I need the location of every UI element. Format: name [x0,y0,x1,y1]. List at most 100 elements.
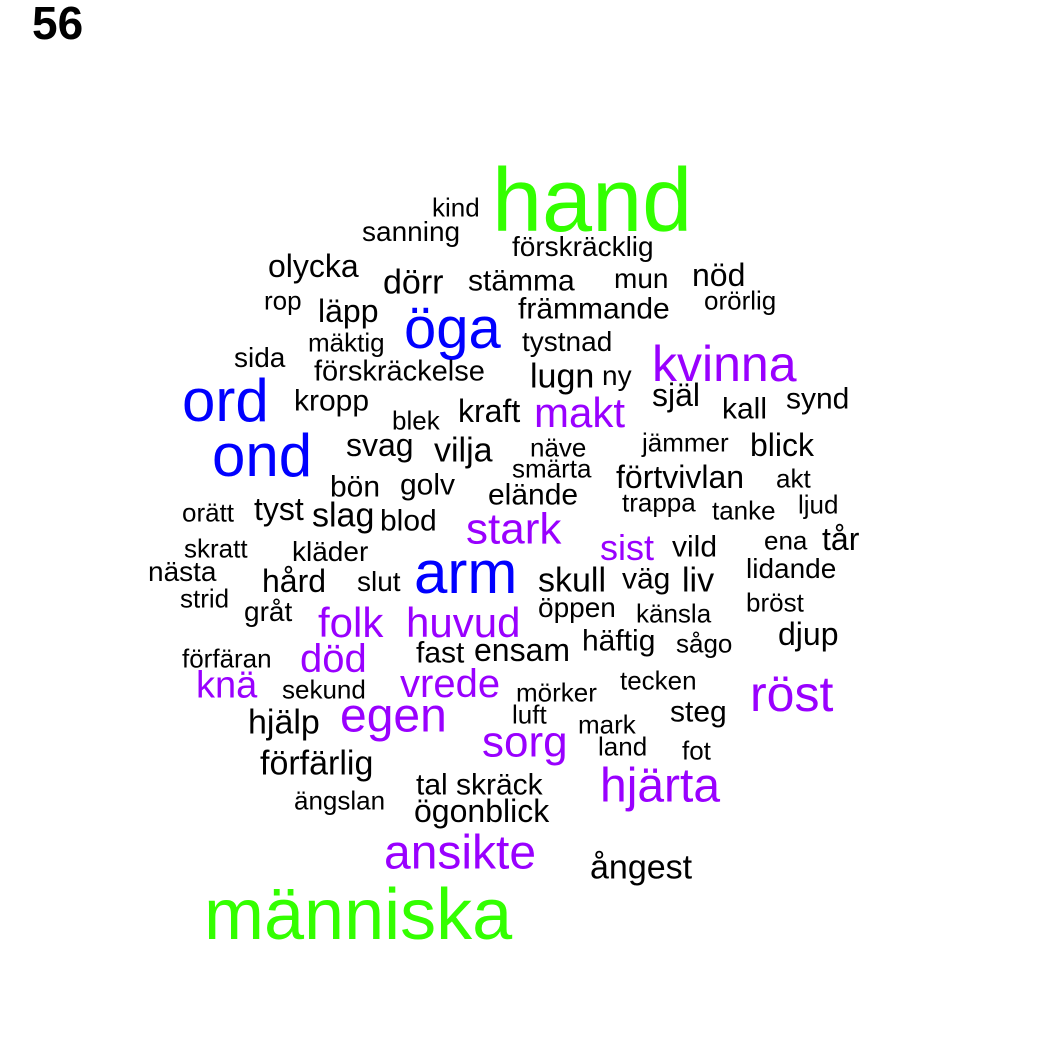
word-rop: rop [264,285,302,316]
word-jämmer: jämmer [642,427,729,458]
word-häftig: häftig [582,624,656,658]
word-fot: fot [682,735,711,766]
word-kall: kall [722,392,768,426]
word-bön: bön [330,470,381,504]
word-ord: ord [182,367,269,435]
word-ensam: ensam [474,632,571,669]
word-steg: steg [670,695,727,729]
word-förfärlig: förfärlig [260,744,374,783]
word-lugn: lugn [530,357,595,396]
word-blick: blick [750,427,815,464]
word-tår: tår [822,521,860,558]
word-svag: svag [346,427,414,464]
word-liv: liv [682,561,715,600]
word-land: land [598,731,648,762]
word-tystnad: tystnad [522,326,613,358]
word-kropp: kropp [294,384,370,418]
word-kläder: kläder [292,536,369,568]
word-förfäran: förfäran [182,643,272,674]
word-kraft: kraft [458,393,521,430]
word-tecken: tecken [620,665,697,696]
word-mäktig: mäktig [308,327,385,358]
word-hjälp: hjälp [248,703,320,742]
word-stämma: stämma [468,264,575,298]
word-vild: vild [672,530,718,564]
word-orätt: orätt [182,497,235,528]
word-främmande: främmande [518,292,670,326]
word-läpp: läpp [318,293,379,330]
word-kvinna: kvinna [652,336,797,392]
word-stark: stark [466,504,562,554]
word-golv: golv [400,468,456,502]
word-huvud: huvud [406,599,521,647]
word-strid: strid [180,583,230,614]
word-mörker: mörker [516,677,597,708]
word-ny: ny [602,360,632,392]
word-förskräcklig: förskräcklig [512,231,654,263]
word-mun: mun [614,263,669,295]
word-smärta: smärta [512,453,592,484]
word-känsla: känsla [636,598,712,629]
word-makt: makt [534,389,626,437]
word-hjärta: hjärta [600,759,721,813]
word-egen: egen [340,689,447,743]
word-sorg: sorg [482,717,568,767]
word-död: död [300,636,367,681]
word-orörlig: orörlig [704,285,777,316]
word-röst: röst [750,666,834,722]
word-blod: blod [380,504,437,538]
word-tal: tal [416,768,448,802]
word-skratt: skratt [184,533,248,564]
word-sågo: sågo [676,628,733,659]
word-djup: djup [778,616,839,653]
word-luft: luft [512,699,547,730]
word-vilja: vilja [434,431,493,470]
word-ena: ena [764,525,808,556]
word-tanke: tanke [712,495,776,526]
word-människa: människa [204,874,513,955]
word-akt: akt [776,463,811,494]
word-trappa: trappa [622,487,696,518]
word-öga: öga [404,295,501,361]
word-ond: ond [212,422,313,490]
word-hård: hård [262,563,327,600]
word-dörr: dörr [383,263,444,302]
word-lidande: lidande [746,553,837,585]
word-arm: arm [414,539,518,607]
word-nöd: nöd [692,257,746,294]
word-blek: blek [392,405,440,436]
word-knä: knä [196,664,258,707]
word-förtvivlan: förtvivlan [616,459,745,496]
word-tyst: tyst [254,491,304,528]
word-ljud: ljud [798,489,839,520]
word-vrede: vrede [400,661,501,706]
word-förskräckelse: förskräckelse [314,355,485,388]
word-näve: näve [530,432,587,463]
word-ångest: ångest [590,848,693,887]
word-ansikte: ansikte [384,826,537,880]
word-slag: slag [312,496,375,535]
word-fast: fast [416,636,465,670]
word-öppen: öppen [538,592,616,624]
word-själ: själ [652,377,701,414]
word-sekund: sekund [282,674,366,705]
page-number: 56 [32,0,84,49]
word-sida: sida [234,342,286,374]
word-slut: slut [357,566,401,598]
word-väg: väg [622,562,671,596]
word-gråt: gråt [244,596,293,628]
word-ängslan: ängslan [294,785,386,816]
word-bröst: bröst [746,587,804,618]
word-sist: sist [600,526,654,568]
word-synd: synd [786,382,850,416]
word-skräck: skräck [456,768,543,802]
word-skull: skull [538,561,607,600]
word-elände: elände [488,478,579,512]
word-ögonblick: ögonblick [414,793,550,830]
word-hand: hand [492,150,693,251]
word-nästa: nästa [148,556,217,588]
word-sanning: sanning [362,216,461,248]
word-mark: mark [578,709,636,740]
word-kind: kind [432,192,480,223]
